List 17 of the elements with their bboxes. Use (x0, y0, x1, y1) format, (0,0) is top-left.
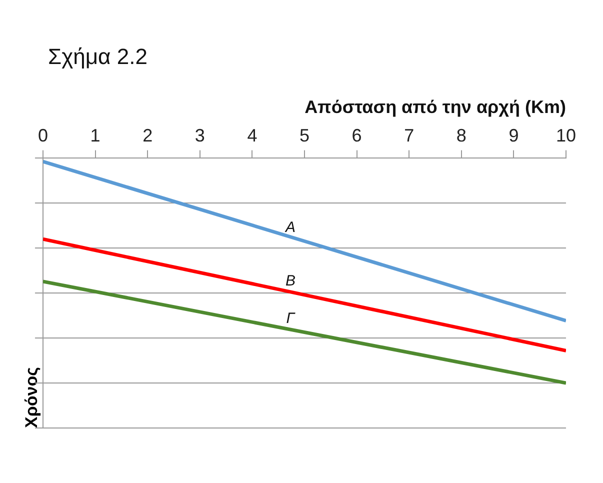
x-tick-label: 10 (556, 125, 576, 146)
series-label: B (285, 272, 296, 290)
y-axis-title: Χρόνος (22, 367, 42, 428)
x-tick-label: 1 (90, 125, 100, 146)
series-label: A (284, 218, 296, 236)
x-tick-label: 2 (142, 125, 153, 146)
x-tick-label: 3 (194, 125, 205, 146)
x-axis-title: Απόσταση από την αρχή (Km) (304, 96, 566, 117)
x-tick-label: 7 (404, 125, 414, 146)
x-tick-label: 4 (247, 125, 258, 146)
x-tick-label: 5 (299, 125, 310, 146)
chart-title: Σχήμα 2.2 (48, 44, 148, 70)
x-tick-label: 9 (508, 125, 519, 146)
series-label: Γ (286, 310, 296, 327)
x-tick-label: 0 (38, 125, 48, 146)
x-tick-label: 8 (456, 125, 466, 146)
x-tick-label: 6 (352, 125, 362, 146)
